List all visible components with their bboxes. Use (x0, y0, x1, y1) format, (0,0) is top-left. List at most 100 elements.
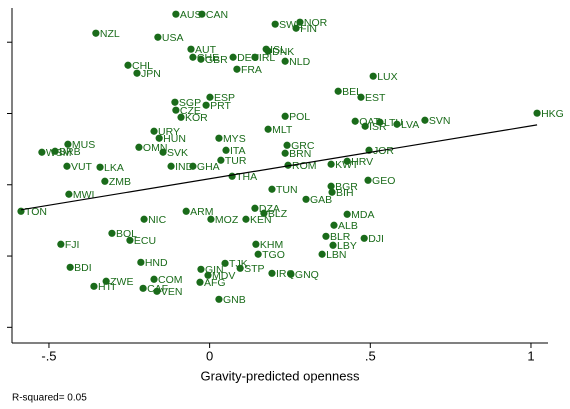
point-label: BDI (74, 262, 92, 274)
point-label: GAB (310, 194, 332, 206)
point (268, 185, 276, 193)
point (90, 282, 98, 290)
point-label: BRB (59, 146, 81, 158)
point-label: AUS (180, 9, 202, 21)
point-label: ROM (292, 160, 317, 172)
point-label: TUR (225, 155, 247, 167)
point-label: NOR (304, 17, 328, 29)
point (343, 157, 351, 165)
point (172, 10, 180, 18)
x-axis-label: Gravity-predicted openness (201, 368, 360, 383)
point (215, 295, 223, 303)
point-label: KWT (335, 159, 359, 171)
point-label: JOR (373, 145, 394, 157)
point (264, 125, 272, 133)
point-label: AUT (195, 44, 217, 56)
x-tick-label: -.5 (41, 348, 56, 363)
point-label: TUN (276, 184, 298, 196)
point-label: KEN (250, 214, 272, 226)
point (65, 190, 73, 198)
point-label: NIC (148, 214, 167, 226)
point-label: FIN (300, 23, 317, 35)
point (108, 229, 116, 237)
point (281, 57, 289, 65)
point (197, 55, 205, 63)
point-label: GNB (223, 294, 246, 306)
point-label: MLT (272, 124, 293, 136)
point (322, 232, 330, 240)
point-label: ESP (214, 92, 235, 104)
point-label: ZMB (109, 176, 131, 188)
point-label: POL (289, 111, 310, 123)
point (187, 45, 195, 53)
point-label: SGP (179, 97, 201, 109)
point-label: HKG (541, 108, 564, 120)
point (204, 271, 212, 279)
point-label: URY (158, 126, 180, 138)
point-label: TJK (229, 258, 248, 270)
point-label: VUT (71, 161, 93, 173)
point-label: MOZ (215, 214, 239, 226)
point-label: ZWE (110, 276, 133, 288)
point (140, 215, 148, 223)
point (171, 98, 179, 106)
point (228, 172, 236, 180)
fit-line (20, 124, 538, 211)
point (357, 93, 365, 101)
point (327, 160, 335, 168)
point-label: MYS (223, 133, 246, 145)
point-label: HND (145, 257, 168, 269)
point (64, 140, 72, 148)
x-tick-label: .5 (365, 348, 376, 363)
point (351, 117, 359, 125)
point (66, 263, 74, 271)
point (196, 278, 204, 286)
point (197, 265, 205, 273)
point-label: NZL (100, 28, 120, 40)
point (154, 33, 162, 41)
point (202, 101, 210, 109)
point (153, 287, 161, 295)
point (343, 210, 351, 218)
point (182, 207, 190, 215)
point (229, 53, 237, 61)
point-label: BLR (330, 231, 351, 243)
point-label: HRV (351, 156, 373, 168)
point (236, 264, 244, 272)
x-tick-label: 1 (527, 348, 534, 363)
point-label: ITA (230, 145, 246, 157)
point (126, 236, 134, 244)
point (63, 162, 71, 170)
point (271, 20, 279, 28)
point-label: PRT (210, 100, 231, 112)
point (177, 113, 185, 121)
point (101, 177, 109, 185)
point (189, 53, 197, 61)
point-label: KOR (185, 112, 208, 124)
point-label: SVN (429, 115, 451, 127)
point-label: MDV (212, 270, 235, 282)
note: R-squared= 0.05 (12, 393, 87, 404)
point-label: EST (365, 92, 386, 104)
point (283, 141, 291, 149)
point-label: GBR (205, 54, 228, 66)
point-label: WSM (46, 147, 72, 159)
point (124, 61, 132, 69)
point-label: LTU (384, 117, 403, 129)
point (330, 221, 338, 229)
point (217, 156, 225, 164)
point (327, 182, 335, 190)
point (393, 120, 401, 128)
point (96, 163, 104, 171)
point (252, 240, 260, 248)
point (287, 270, 295, 278)
point-label: MUS (72, 139, 95, 151)
point (376, 118, 384, 126)
point (254, 250, 262, 258)
point-label: ALB (338, 220, 358, 232)
point (361, 122, 369, 130)
point (281, 149, 289, 157)
point (296, 18, 304, 26)
point (302, 195, 310, 203)
